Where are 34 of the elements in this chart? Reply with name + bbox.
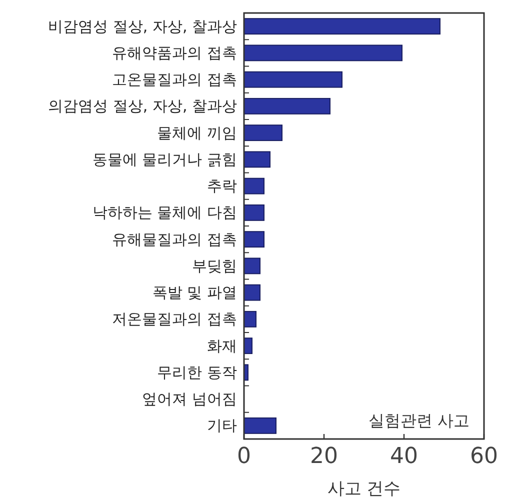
y-tick-label: 의감염성 절상, 자상, 찰과상 (48, 97, 237, 116)
bar (244, 284, 260, 301)
x-axis-title: 사고 건수 (327, 479, 401, 498)
y-tick-label: 화재 (207, 336, 237, 355)
y-tick-label: 무리한 동작 (157, 363, 237, 382)
bar (244, 417, 276, 434)
bar (244, 231, 264, 248)
y-tick-label: 동물에 물리거나 긁힘 (92, 150, 237, 168)
y-tick-label: 기타 (207, 416, 237, 435)
y-tick-label: 저온물질과의 접촉 (112, 310, 237, 328)
bar (244, 18, 440, 35)
y-tick-label: 유해물질과의 접촉 (112, 230, 237, 248)
y-tick-label: 낙하하는 물체에 다침 (92, 204, 237, 222)
bar (244, 44, 402, 62)
y-tick-label: 물체에 끼임 (157, 124, 237, 142)
x-tick-label: 20 (310, 444, 338, 469)
y-tick-label: 엎어져 넘어짐 (142, 390, 237, 408)
y-tick-label: 비감염성 절상, 자상, 찰과상 (48, 17, 237, 36)
annotation: 실험관련 사고 (368, 411, 470, 430)
y-tick-label: 고온물질과의 접촉 (112, 70, 237, 89)
bar (244, 71, 342, 88)
bar (244, 178, 264, 194)
bar (244, 258, 260, 274)
x-tick-label: 40 (390, 444, 418, 469)
x-tick-label: 60 (470, 444, 498, 469)
bar (244, 98, 330, 114)
bar (244, 151, 270, 168)
y-tick-label: 유해약품과의 접촉 (112, 44, 237, 62)
x-tick-label: 0 (237, 444, 251, 469)
bar (244, 204, 264, 221)
y-tick-label: 폭발 및 파열 (152, 284, 237, 302)
bar (244, 124, 282, 142)
y-tick-label: 부딪힘 (192, 256, 237, 275)
y-tick-label: 추락 (207, 177, 237, 196)
